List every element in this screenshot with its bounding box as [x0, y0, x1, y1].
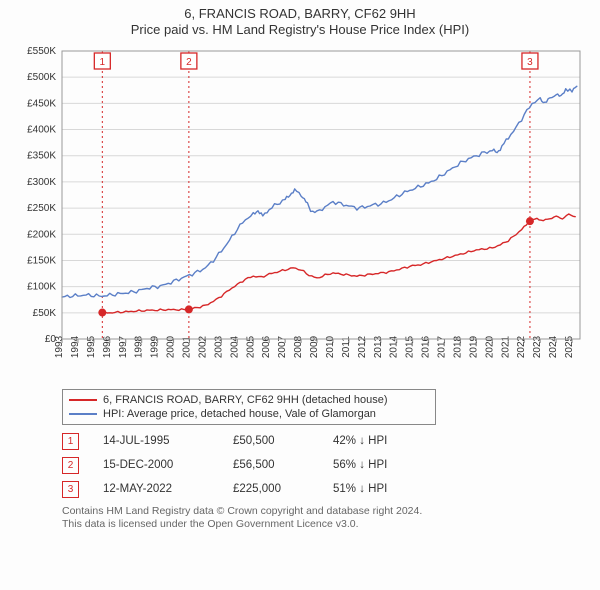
svg-text:£100K: £100K	[27, 281, 56, 292]
svg-text:£300K: £300K	[27, 176, 56, 187]
legend-row: HPI: Average price, detached house, Vale…	[69, 408, 429, 420]
marker-table-row: 2 15-DEC-2000£56,50056% ↓ HPI	[62, 457, 592, 474]
svg-text:£200K: £200K	[27, 229, 56, 240]
svg-text:£50K: £50K	[33, 307, 57, 318]
svg-text:2: 2	[186, 57, 192, 68]
marker-table: 1 14-JUL-1995£50,50042% ↓ HPI 2 15-DEC-2000…	[62, 433, 592, 498]
legend-label: 6, FRANCIS ROAD, BARRY, CF62 9HH (detach…	[103, 394, 388, 406]
marker-number-box: 1	[62, 433, 79, 450]
title-line-1: 6, FRANCIS ROAD, BARRY, CF62 9HH	[8, 6, 592, 22]
legend-box: 6, FRANCIS ROAD, BARRY, CF62 9HH (detach…	[62, 389, 436, 425]
chart-area: £0£50K£100K£150K£200K£250K£300K£350K£400…	[8, 43, 592, 383]
marker-date: 15-DEC-2000	[103, 459, 233, 471]
footer-attribution: Contains HM Land Registry data © Crown c…	[62, 505, 592, 532]
footer-line-1: Contains HM Land Registry data © Crown c…	[62, 505, 592, 519]
line-chart-svg: £0£50K£100K£150K£200K£250K£300K£350K£400…	[8, 43, 592, 383]
svg-text:£150K: £150K	[27, 255, 56, 266]
marker-table-row: 3 12-MAY-2022£225,00051% ↓ HPI	[62, 481, 592, 498]
marker-pct: 51% ↓ HPI	[333, 483, 433, 495]
marker-price: £50,500	[233, 435, 333, 447]
marker-pct: 56% ↓ HPI	[333, 459, 433, 471]
svg-text:£500K: £500K	[27, 72, 56, 83]
svg-text:£250K: £250K	[27, 203, 56, 214]
footer-line-2: This data is licensed under the Open Gov…	[62, 518, 592, 532]
marker-number-box: 2	[62, 457, 79, 474]
legend-label: HPI: Average price, detached house, Vale…	[103, 408, 376, 420]
svg-text:£550K: £550K	[27, 46, 56, 57]
marker-date: 14-JUL-1995	[103, 435, 233, 447]
marker-number-box: 3	[62, 481, 79, 498]
svg-text:£350K: £350K	[27, 150, 56, 161]
legend-row: 6, FRANCIS ROAD, BARRY, CF62 9HH (detach…	[69, 394, 429, 406]
legend-swatch	[69, 399, 97, 401]
legend-swatch	[69, 413, 97, 415]
marker-pct: 42% ↓ HPI	[333, 435, 433, 447]
svg-text:1: 1	[100, 57, 106, 68]
marker-date: 12-MAY-2022	[103, 483, 233, 495]
svg-text:3: 3	[527, 57, 533, 68]
svg-text:£450K: £450K	[27, 98, 56, 109]
title-line-2: Price paid vs. HM Land Registry's House …	[8, 22, 592, 38]
svg-text:£400K: £400K	[27, 124, 56, 135]
marker-price: £56,500	[233, 459, 333, 471]
marker-price: £225,000	[233, 483, 333, 495]
marker-table-row: 1 14-JUL-1995£50,50042% ↓ HPI	[62, 433, 592, 450]
